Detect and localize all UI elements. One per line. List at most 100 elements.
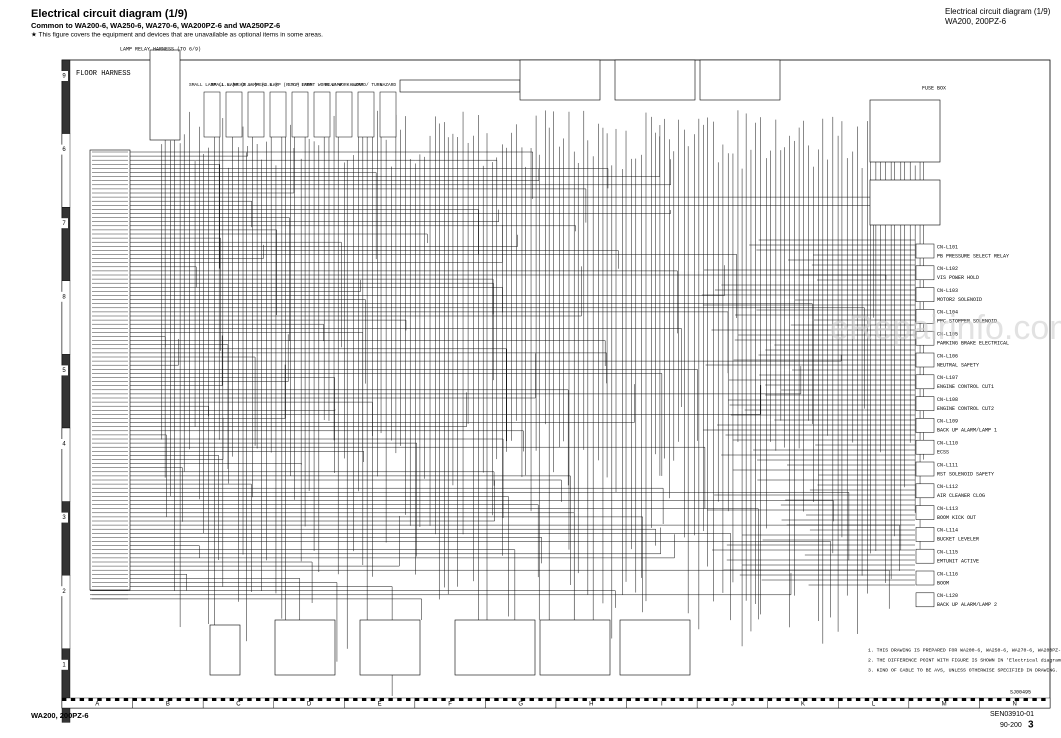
- device-connector: [915, 352, 935, 368]
- tick-block: [670, 698, 676, 701]
- row-label: 5: [62, 368, 66, 374]
- connector: [869, 99, 941, 163]
- note: ★ This figure covers the equipment and d…: [31, 31, 323, 39]
- device-connector: [915, 287, 935, 302]
- connector-label: BACK UP ALARM/LAMP 1: [937, 428, 997, 434]
- tick-block: [379, 698, 384, 701]
- tick-block: [70, 698, 76, 701]
- device-connector: [915, 548, 935, 564]
- lamp-label: HAZARD: [380, 82, 397, 88]
- tick-block: [185, 698, 190, 701]
- tick-block: [988, 698, 993, 701]
- connector-label: PPC STOPPER SOLENOID: [937, 319, 997, 325]
- tick-block: [750, 698, 755, 701]
- connector-id: CN-L108: [937, 397, 958, 403]
- row-label-box: [60, 512, 68, 523]
- subtitle: Common to WA200-6, WA250-6, WA270-6, WA2…: [31, 21, 280, 30]
- tick-block: [476, 698, 482, 701]
- tick-block: [935, 698, 940, 701]
- connector-label: BOOM KICK OUT: [937, 515, 976, 521]
- tick-block: [794, 698, 799, 701]
- row-label: 6: [62, 147, 66, 153]
- connector: [399, 79, 521, 93]
- lamp-label: STOP LAMP: [288, 82, 313, 88]
- column-label: N: [1013, 702, 1017, 708]
- lamp-connector: [313, 91, 331, 138]
- connector-id: CN-L101: [937, 244, 958, 250]
- row-label: 1: [62, 662, 66, 668]
- tick-block: [564, 698, 570, 701]
- tick-block: [617, 698, 623, 701]
- device-connector: [915, 265, 935, 281]
- connector: [274, 619, 336, 676]
- tick-block: [944, 698, 949, 701]
- connector-id: CN-L104: [937, 310, 958, 316]
- lamp-connector: [335, 91, 353, 138]
- row-label: 3: [62, 515, 66, 521]
- connector-label: BACK UP ALARM/LAMP 2: [937, 602, 997, 608]
- connector-id: CN-L114: [937, 528, 958, 534]
- lamp-connector: [203, 91, 221, 138]
- tick-block: [723, 698, 729, 701]
- connector-id: CN-L107: [937, 375, 958, 381]
- tick-block: [591, 698, 596, 701]
- tick-block: [494, 698, 499, 701]
- tick-block: [467, 698, 473, 701]
- note-line: 1. THIS DRAWING IS PREPARED FOR WA200-6,…: [868, 647, 1061, 653]
- row-label-box: [60, 659, 68, 670]
- tick-block: [450, 698, 455, 701]
- tick-block: [106, 698, 111, 701]
- column-label: A: [95, 702, 99, 708]
- lamp-label: FRONT WORK LAMP: [302, 82, 343, 88]
- row-label-box: [60, 218, 68, 229]
- tick-block: [441, 698, 446, 701]
- footer-doc: SEN03910-01: [990, 711, 1034, 718]
- column-label: E: [378, 702, 382, 708]
- tick-block: [62, 698, 67, 701]
- tick-block: [344, 698, 349, 701]
- tick-block: [414, 698, 420, 701]
- tick-block: [820, 698, 826, 701]
- connector-label: AIR CLEANER CLOG: [937, 493, 985, 499]
- tick-block: [547, 698, 552, 701]
- tick-block: [644, 698, 649, 701]
- column-label: L: [872, 702, 876, 708]
- tick-block: [776, 698, 781, 701]
- right-title: Electrical circuit diagram (1/9): [945, 7, 1051, 16]
- connector: [699, 59, 781, 101]
- device-connector: [915, 527, 935, 542]
- column-label: J: [731, 702, 734, 708]
- lamp-connector: [225, 91, 243, 138]
- lamp-connector: [269, 91, 287, 138]
- wiring: [90, 110, 924, 696]
- connector: [519, 59, 601, 101]
- connector-label: MOTOR2 SOLENOID: [937, 297, 982, 303]
- tick-block: [767, 698, 773, 701]
- tick-block: [582, 698, 587, 701]
- tick-block: [873, 698, 878, 701]
- tick-block: [538, 698, 543, 701]
- tick-block: [714, 698, 720, 701]
- connector-label: RST SOLENOID SAFETY: [937, 471, 994, 477]
- column-label: G: [518, 702, 523, 708]
- tick-block: [256, 698, 261, 701]
- column-label: D: [307, 702, 312, 708]
- connector: [209, 624, 241, 676]
- tick-block: [247, 698, 252, 701]
- row-label-box: [60, 71, 68, 81]
- tick-block: [123, 698, 129, 701]
- tick-block: [326, 698, 332, 701]
- device-connector: [915, 418, 935, 433]
- tick-block: [176, 698, 182, 701]
- lamp-connector: [291, 91, 309, 138]
- device-connector: [915, 483, 935, 499]
- tick-block: [1023, 698, 1028, 701]
- tick-block: [1041, 698, 1046, 701]
- lamp-label: HEAD LAMP (R.H.): [256, 82, 299, 88]
- tick-block: [952, 698, 958, 701]
- tick-block: [926, 698, 931, 701]
- tick-block: [353, 698, 358, 701]
- connector: [619, 619, 691, 676]
- tick-block: [211, 698, 217, 701]
- connector-label: PB PRESSURE SELECT RELAY: [937, 253, 1009, 259]
